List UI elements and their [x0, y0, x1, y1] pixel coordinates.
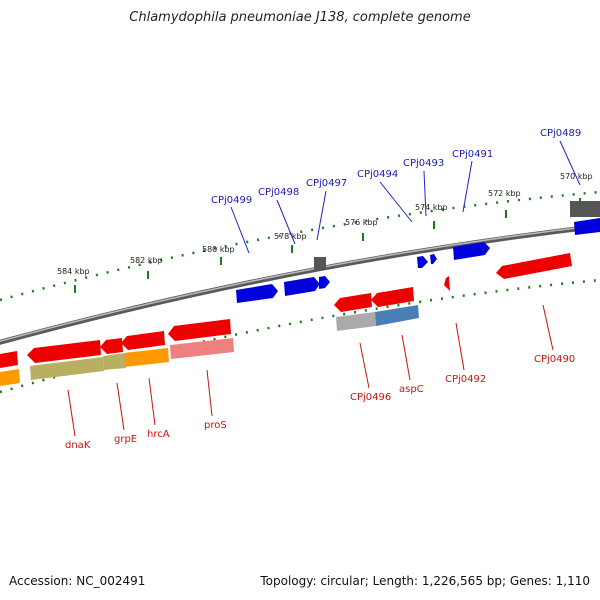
cog-bar-hrca: [124, 348, 169, 367]
gene-arrow-cpj0499[interactable]: [236, 284, 278, 303]
scale-label-576: 576 kbp: [345, 218, 378, 227]
cog-bar-cpj0496: [336, 312, 376, 331]
gene-label-cpj0496[interactable]: CPj0496: [350, 392, 391, 403]
gene-arrow-cpj0493[interactable]: [430, 254, 437, 264]
gene-label-grpe[interactable]: grpE: [114, 434, 137, 445]
scale-label-584: 584 kbp: [57, 267, 90, 276]
gene-label-dnak[interactable]: dnaK: [65, 440, 91, 451]
upper-leader-lines: [230, 140, 581, 254]
gene-label-cpj0492[interactable]: CPj0492: [445, 374, 486, 385]
gene-box-unknown-1[interactable]: [314, 257, 326, 270]
gene-label-aspc[interactable]: aspC: [399, 384, 424, 395]
forward-genes: [236, 201, 600, 303]
gene-label-cpj0489[interactable]: CPj0489: [540, 128, 581, 139]
gene-arrow-cpj0496[interactable]: [334, 293, 372, 312]
lower-scale-track: [0, 278, 600, 394]
reverse-genes: [0, 253, 572, 368]
gene-arrow-cpj0494[interactable]: [417, 256, 428, 268]
cog-bar-edge: [0, 369, 20, 386]
gene-label-cpj0493[interactable]: CPj0493: [403, 158, 444, 169]
gene-label-hrca[interactable]: hrcA: [147, 429, 170, 440]
gene-label-cpj0491[interactable]: CPj0491: [452, 149, 493, 160]
scale-label-572: 572 kbp: [488, 189, 521, 198]
gene-arrow-pros[interactable]: [168, 319, 231, 341]
cog-bar-pros: [170, 338, 234, 359]
genome-summary: Topology: circular; Length: 1,226,565 bp…: [260, 574, 590, 588]
scale-label-582: 582 kbp: [130, 256, 163, 265]
cog-bar-aspc: [375, 305, 419, 326]
gene-label-cpj0490[interactable]: CPj0490: [534, 354, 575, 365]
gene-box-unknown-2[interactable]: [570, 201, 600, 217]
gene-label-cpj0499[interactable]: CPj0499: [211, 195, 252, 206]
gene-label-cpj0497[interactable]: CPj0497: [306, 178, 347, 189]
scale-label-580: 580 kbp: [202, 245, 235, 254]
gene-arrow-hrca[interactable]: [121, 331, 165, 350]
gene-arrow-aspc[interactable]: [371, 287, 414, 307]
cog-category-bars: [0, 305, 419, 386]
gene-arrow-edge[interactable]: [0, 351, 18, 368]
page-title: Chlamydophila pneumoniae J138, complete …: [129, 10, 471, 25]
cog-bar-dnak: [30, 357, 104, 380]
gene-label-cpj0494[interactable]: CPj0494: [357, 169, 398, 180]
gene-arrow-dnak[interactable]: [27, 340, 101, 363]
gene-arrow-grpe[interactable]: [100, 338, 123, 354]
gene-label-pros[interactable]: proS: [204, 420, 227, 431]
scale-label-578: 578 kbp: [274, 232, 307, 241]
gene-arrow-cpj0498[interactable]: [284, 277, 320, 296]
accession-text: Accession: NC_002491: [9, 574, 146, 588]
gene-arrow-cpj0492[interactable]: [444, 276, 450, 291]
genome-backbone-highlight: [0, 224, 600, 343]
cog-bar-grpe: [103, 353, 126, 370]
genome-backbone: [0, 223, 600, 345]
lower-leader-lines: [67, 304, 554, 437]
gene-label-cpj0498[interactable]: CPj0498: [258, 187, 299, 198]
gene-arrow-cpj0491[interactable]: [453, 242, 490, 260]
scale-label-574: 574 kbp: [415, 203, 448, 212]
gene-arrow-cpj0489[interactable]: [574, 218, 600, 235]
gene-arrow-cpj0490[interactable]: [496, 253, 572, 279]
gene-arrow-cpj0497[interactable]: [319, 276, 330, 289]
